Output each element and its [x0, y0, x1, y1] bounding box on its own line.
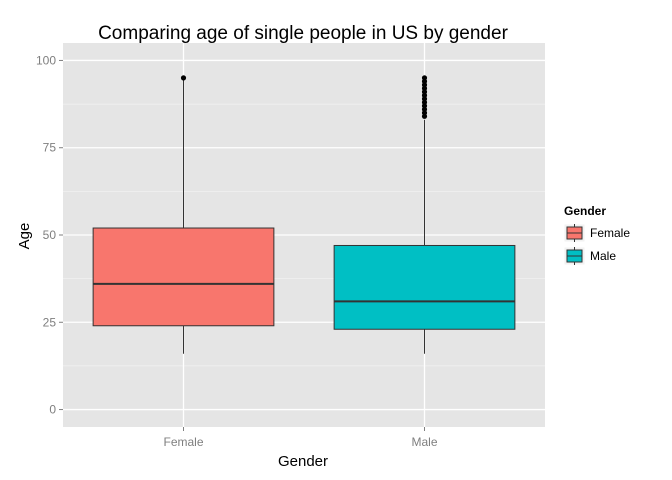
- outlier-point: [180, 75, 187, 81]
- x-axis-title: Gender: [278, 453, 328, 470]
- legend-item-male: Male: [563, 246, 616, 266]
- y-tick-label: 75: [43, 141, 57, 155]
- y-tick-label: 25: [43, 315, 57, 329]
- legend: Gender Female Male: [563, 204, 630, 266]
- legend-item-female: Female: [563, 223, 630, 243]
- box-iqr: [92, 227, 275, 327]
- outlier-point: [421, 75, 428, 81]
- x-axis: Female Male: [163, 427, 438, 449]
- legend-label: Male: [590, 249, 616, 263]
- y-axis: 0 25 50 75 100: [36, 53, 63, 417]
- y-axis-title: Age: [16, 223, 33, 250]
- y-tick-label: 50: [43, 228, 57, 242]
- y-tick-label: 100: [36, 53, 56, 67]
- boxplots: [92, 75, 516, 354]
- boxplot-female: [92, 75, 275, 354]
- x-tick-label: Male: [411, 435, 437, 449]
- chart-title: Comparing age of single people in US by …: [98, 23, 508, 44]
- legend-label: Female: [590, 226, 630, 240]
- y-tick-label: 0: [49, 403, 56, 417]
- legend-title: Gender: [564, 204, 606, 218]
- box-iqr: [333, 244, 516, 330]
- boxplot-male: [333, 75, 516, 354]
- x-tick-label: Female: [163, 435, 203, 449]
